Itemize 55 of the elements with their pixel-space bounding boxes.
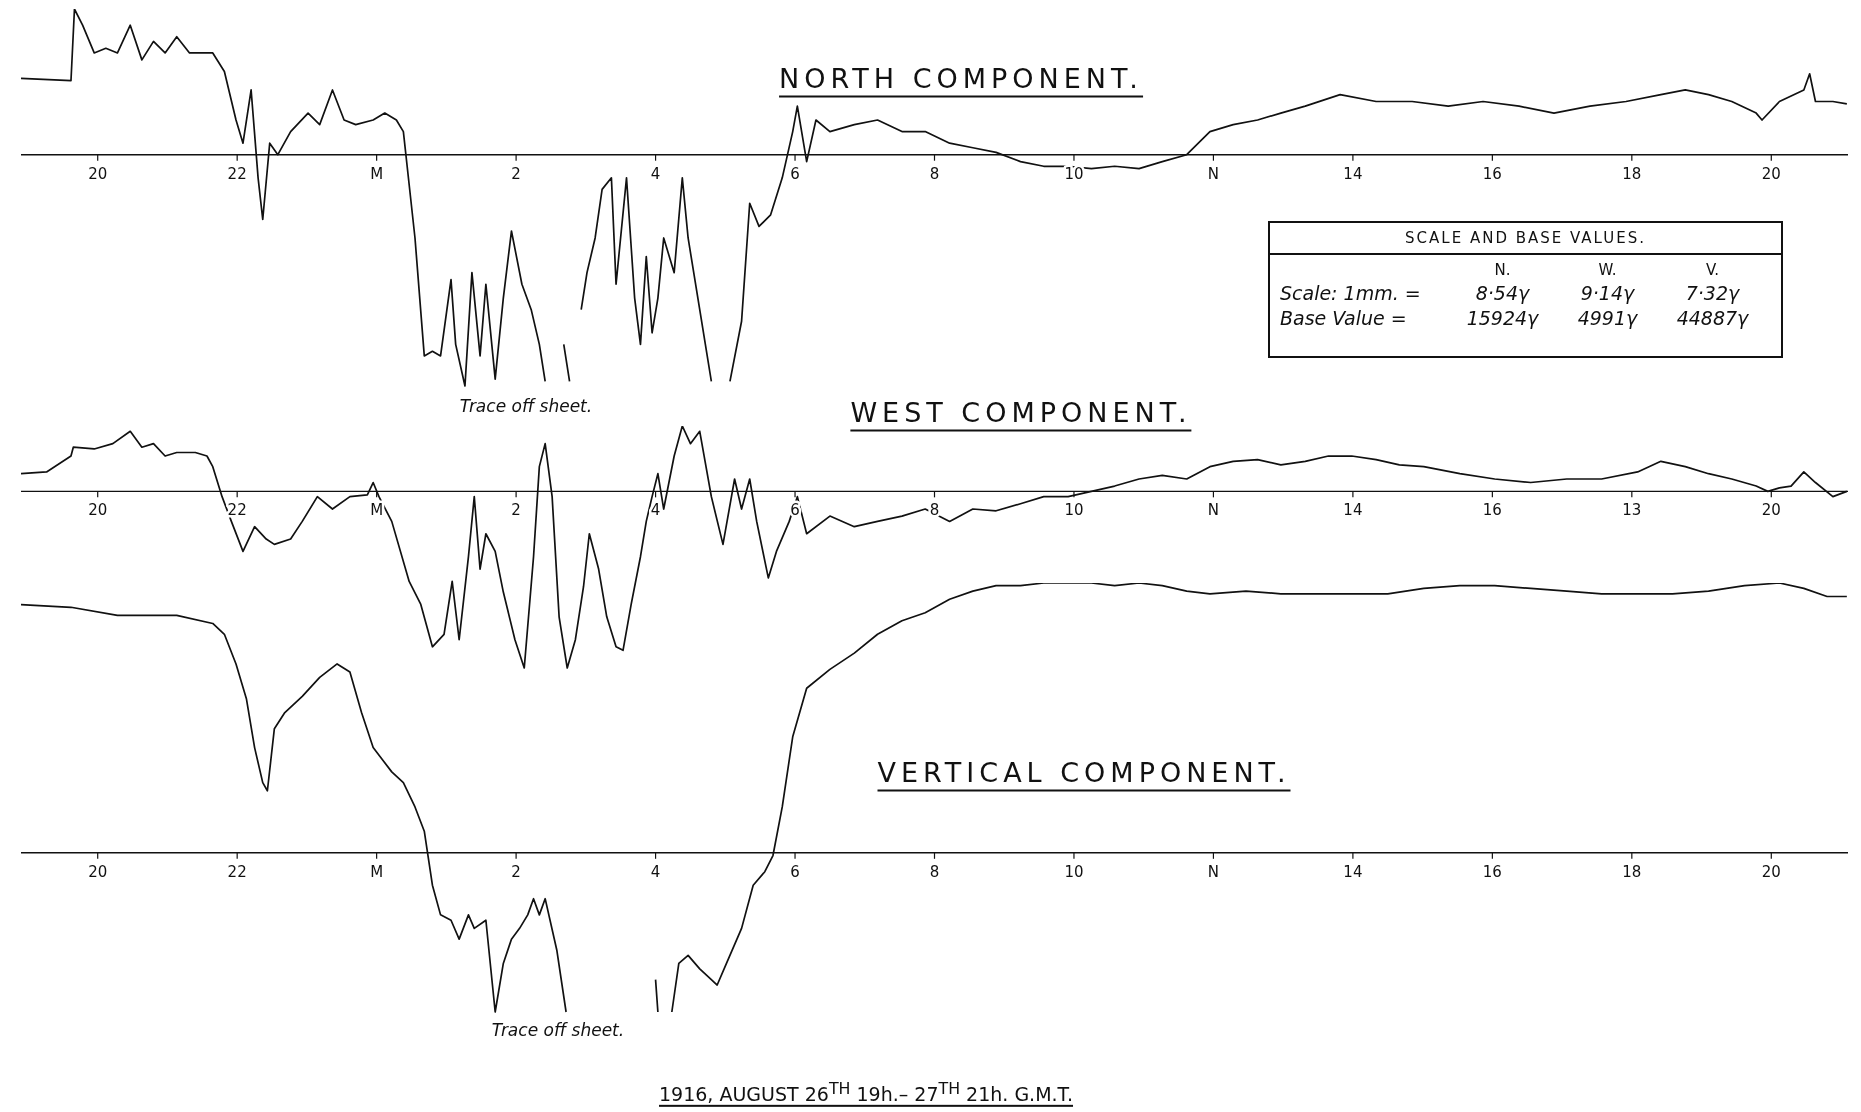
annotation: V. bbox=[1704, 261, 1721, 279]
chart-title: WEST COMPONENT. bbox=[850, 396, 1192, 432]
x-tick-label: 14 bbox=[1343, 862, 1363, 881]
x-tick-label: 16 bbox=[1482, 164, 1502, 183]
text: VERTICAL COMPONENT. bbox=[877, 756, 1291, 792]
x-tick-label: 20 bbox=[88, 501, 108, 520]
x-tick-label: 22 bbox=[227, 862, 247, 881]
text: NORTH COMPONENT. bbox=[779, 62, 1143, 98]
annotation: 15924γ bbox=[1465, 307, 1540, 329]
x-tick-label: N bbox=[1207, 501, 1220, 520]
x-tick-label: 22 bbox=[227, 501, 247, 520]
annotation: 44887γ bbox=[1675, 307, 1750, 329]
x-tick-label: 16 bbox=[1482, 862, 1502, 881]
text: Trace off sheet. bbox=[459, 396, 593, 416]
text: SCALE AND BASE VALUES. bbox=[1270, 223, 1781, 255]
x-tick-label: 14 bbox=[1343, 501, 1363, 520]
annotation: W. bbox=[1597, 261, 1618, 279]
x-tick-label: 10 bbox=[1064, 164, 1084, 183]
annotation: 4991γ bbox=[1576, 307, 1639, 329]
x-tick-label: 2 bbox=[511, 164, 521, 183]
x-tick-label: N bbox=[1207, 862, 1220, 881]
annotation: Base Value = bbox=[1280, 307, 1408, 329]
x-tick-label: 20 bbox=[88, 164, 108, 183]
x-tick-label: 20 bbox=[1761, 501, 1781, 520]
x-tick-label: 10 bbox=[1064, 501, 1084, 520]
x-tick-label: 18 bbox=[1622, 164, 1642, 183]
annotation: 9·14γ bbox=[1579, 282, 1636, 304]
x-tick-label: 4 bbox=[650, 862, 661, 881]
x-tick-label: 6 bbox=[790, 862, 800, 881]
x-tick-label: M bbox=[370, 164, 384, 183]
x-tick-label: 6 bbox=[790, 164, 800, 183]
x-tick-label: M bbox=[370, 862, 384, 881]
x-tick-label: 20 bbox=[1761, 862, 1781, 881]
x-tick-label: 18 bbox=[1622, 862, 1642, 881]
x-tick-label: 8 bbox=[929, 862, 940, 881]
annotation: N. bbox=[1493, 261, 1512, 279]
text: 1916, AUGUST 26$^{TH}$ 19h.– 27$^{TH}$ 21h. G.M.T. bbox=[659, 1078, 1073, 1108]
annotation: 7·32γ bbox=[1684, 282, 1741, 304]
x-tick-label: 10 bbox=[1064, 862, 1084, 881]
x-tick-label: 2 bbox=[511, 501, 521, 520]
x-tick-label: 22 bbox=[227, 164, 247, 183]
x-tick-label: M bbox=[370, 501, 384, 520]
x-tick-label: 4 bbox=[650, 501, 661, 520]
x-tick-label: 8 bbox=[929, 164, 940, 183]
x-tick-label: 16 bbox=[1482, 501, 1502, 520]
x-tick-label: 14 bbox=[1343, 164, 1363, 183]
annotation: Scale: 1mm. = bbox=[1280, 282, 1422, 304]
text: Trace off sheet. bbox=[491, 1020, 625, 1040]
x-tick-label: 20 bbox=[88, 862, 108, 881]
x-tick-label: 20 bbox=[1761, 164, 1781, 183]
annotation: 8·54γ bbox=[1474, 282, 1531, 304]
x-tick-label: 13 bbox=[1622, 501, 1642, 520]
x-tick-label: 4 bbox=[650, 164, 661, 183]
x-tick-label: N bbox=[1207, 164, 1220, 183]
x-tick-label: 2 bbox=[511, 862, 521, 881]
